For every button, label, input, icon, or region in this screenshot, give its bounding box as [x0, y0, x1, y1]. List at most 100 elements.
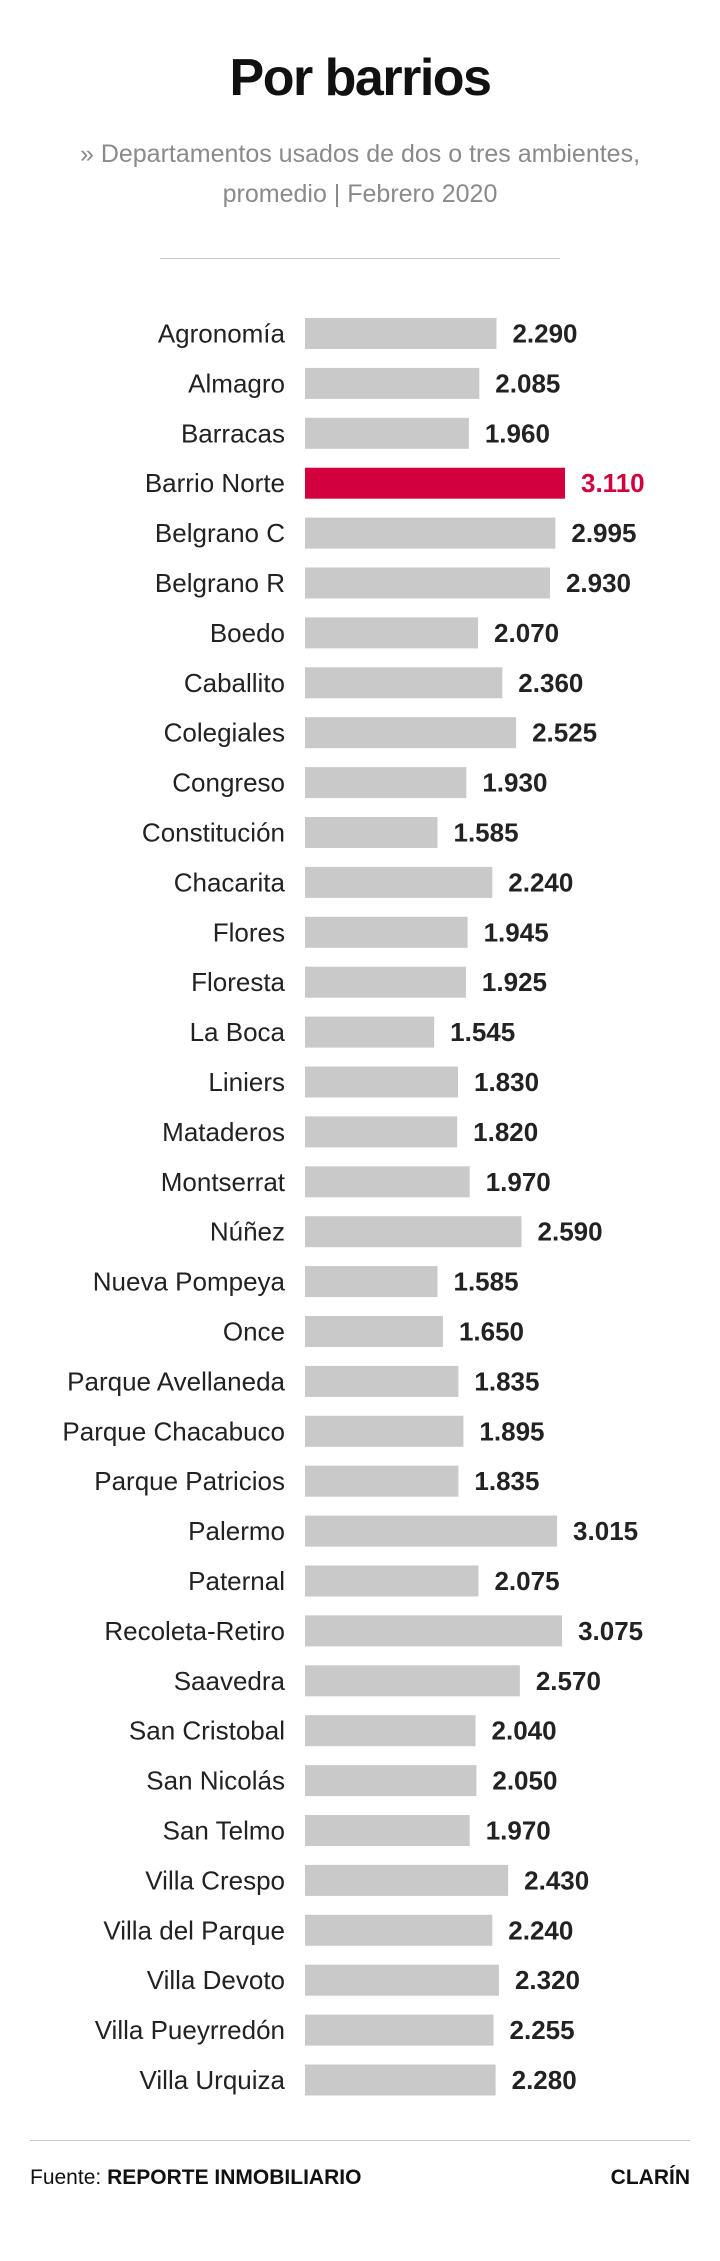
- bar: [305, 1166, 470, 1198]
- value-label: 1.930: [482, 768, 547, 798]
- bar: [305, 1116, 458, 1148]
- value-label: 2.590: [538, 1217, 603, 1247]
- value-label: 1.545: [450, 1017, 515, 1047]
- bar: [305, 1415, 464, 1447]
- value-label: 2.995: [571, 518, 636, 548]
- value-label: 1.835: [474, 1466, 539, 1496]
- value-label: 1.830: [474, 1067, 539, 1097]
- value-label: 1.945: [484, 917, 549, 947]
- bar: [305, 966, 466, 998]
- category-label: Almagro: [188, 368, 285, 398]
- bar: [305, 1066, 458, 1098]
- bar: [305, 1615, 563, 1647]
- value-label: 2.255: [510, 2015, 575, 2045]
- value-label: 2.075: [494, 1566, 559, 1596]
- category-label: Mataderos: [162, 1117, 285, 1147]
- value-label: 3.110: [581, 468, 645, 498]
- bar: [305, 916, 468, 948]
- category-label: Villa Pueyrredón: [95, 2015, 285, 2045]
- source-credit: Fuente: REPORTE INMOBILIARIO: [30, 2166, 361, 2190]
- bar: [305, 1964, 499, 1996]
- category-label: Congreso: [172, 768, 285, 798]
- bar: [305, 567, 550, 599]
- value-label: 2.050: [492, 1766, 557, 1796]
- value-label: 2.570: [536, 1666, 601, 1696]
- bar: [305, 318, 497, 349]
- bar: [305, 1815, 470, 1846]
- value-label: 2.360: [518, 668, 583, 698]
- bar: [305, 1715, 476, 1747]
- value-label: 3.075: [578, 1616, 643, 1646]
- bar: [305, 817, 438, 848]
- value-label: 1.835: [474, 1366, 539, 1396]
- category-label: Villa Urquiza: [140, 2065, 286, 2095]
- bar: [305, 367, 480, 399]
- value-label: 1.970: [486, 1816, 551, 1846]
- value-label: 2.070: [494, 618, 559, 648]
- category-label: Boedo: [210, 618, 285, 648]
- category-label: Parque Chacabuco: [62, 1416, 285, 1446]
- category-label: Saavedra: [174, 1666, 286, 1696]
- value-label: 1.970: [486, 1167, 551, 1197]
- bar: [305, 417, 469, 449]
- category-label: Colegiales: [164, 718, 285, 748]
- value-label: 2.525: [532, 718, 597, 748]
- bar: [305, 866, 493, 898]
- category-label: Barrio Norte: [145, 468, 285, 498]
- bar: [305, 517, 556, 549]
- value-label: 2.085: [495, 368, 560, 398]
- bar: [305, 1465, 459, 1497]
- category-label: Chacarita: [174, 867, 286, 897]
- category-label: Belgrano C: [155, 518, 285, 548]
- bar: [305, 2014, 494, 2046]
- bar: [305, 1266, 438, 1298]
- value-label: 2.930: [566, 568, 631, 598]
- value-label: 2.320: [515, 1965, 580, 1995]
- bar: [305, 1914, 493, 1946]
- category-label: Liniers: [208, 1067, 285, 1097]
- bar: [305, 1016, 435, 1048]
- value-label: 2.040: [492, 1716, 557, 1746]
- bar: [305, 617, 479, 649]
- category-label: Parque Avellaneda: [67, 1366, 285, 1396]
- bar: [305, 667, 503, 699]
- bar: [305, 767, 467, 799]
- bar: [305, 1316, 443, 1347]
- value-label: 1.925: [482, 967, 547, 997]
- value-label: 1.650: [459, 1317, 524, 1347]
- category-label: Barracas: [181, 418, 285, 448]
- bar: [305, 1365, 459, 1397]
- category-label: San Nicolás: [146, 1766, 285, 1796]
- category-label: Núñez: [210, 1217, 285, 1247]
- chart-title: Por barrios: [229, 49, 492, 107]
- value-label: 1.820: [473, 1117, 538, 1147]
- footer-divider: [30, 2140, 690, 2141]
- bar: [305, 1515, 558, 1547]
- bar: [305, 1565, 479, 1597]
- title-divider: [160, 258, 560, 259]
- category-label: Paternal: [188, 1566, 285, 1596]
- category-label: Flores: [213, 917, 285, 947]
- category-label: Constitución: [142, 818, 285, 848]
- value-label: 2.430: [524, 1865, 589, 1895]
- subtitle-line-2: promedio | Febrero 2020: [222, 180, 498, 208]
- category-label: Floresta: [191, 967, 285, 997]
- category-label: Villa Devoto: [147, 1965, 285, 1995]
- category-label: Parque Patricios: [94, 1466, 285, 1496]
- category-label: Agronomía: [158, 319, 286, 349]
- category-label: Recoleta-Retiro: [104, 1616, 285, 1646]
- value-label: 1.895: [479, 1416, 544, 1446]
- category-label: Villa del Parque: [103, 1915, 285, 1945]
- value-label: 1.585: [454, 818, 519, 848]
- brand-logo: CLARÍN: [610, 2166, 690, 2189]
- category-label: La Boca: [190, 1017, 286, 1047]
- value-label: 2.240: [508, 867, 573, 897]
- bar: [305, 1765, 477, 1797]
- category-label: Belgrano R: [155, 568, 285, 598]
- bar-chart: Agronomía 2.290 Almagro 2.085 Barracas 1.960 B…: [62, 318, 645, 2096]
- source-name: REPORTE INMOBILIARIO: [107, 2166, 362, 2189]
- value-label: 2.290: [512, 319, 577, 349]
- category-label: Nueva Pompeya: [93, 1267, 286, 1297]
- category-label: Villa Crespo: [145, 1865, 285, 1895]
- value-label: 2.280: [512, 2065, 577, 2095]
